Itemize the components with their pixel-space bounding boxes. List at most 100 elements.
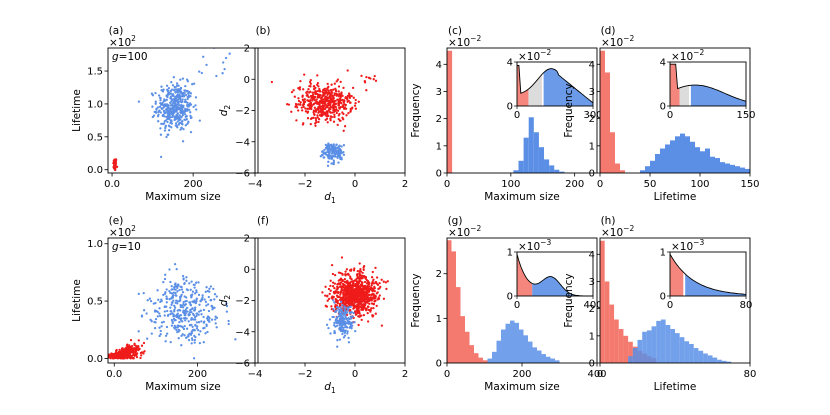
- point-blue: [213, 293, 217, 296]
- inset-y-tick-label: 0: [660, 292, 666, 303]
- point-blue: [182, 317, 186, 320]
- point-blue: [195, 298, 198, 301]
- y-tick-label: −6: [235, 169, 250, 180]
- point-red: [312, 116, 315, 119]
- point-red: [367, 308, 370, 312]
- axis-multiplier: ×10−2: [601, 34, 634, 49]
- point-red: [349, 290, 352, 293]
- point-blue: [342, 312, 346, 316]
- series-red: [270, 69, 378, 132]
- point-red: [347, 95, 351, 98]
- point-red: [380, 324, 384, 327]
- point-red: [318, 89, 321, 92]
- point-blue: [188, 301, 191, 304]
- point-red: [340, 102, 343, 105]
- bar-blue: [690, 141, 695, 173]
- point-blue: [186, 306, 189, 310]
- point-blue: [343, 320, 347, 323]
- point-blue: [170, 310, 173, 313]
- bar-blue: [513, 170, 519, 173]
- point-blue: [195, 321, 199, 324]
- bar-blue: [501, 329, 506, 363]
- point-red: [359, 291, 362, 294]
- point-red: [333, 110, 336, 113]
- point-blue: [169, 306, 172, 309]
- point-red: [302, 99, 305, 102]
- point-blue: [140, 314, 144, 317]
- bar-red: [628, 341, 633, 363]
- bar-red: [451, 251, 456, 363]
- point-red: [357, 303, 360, 307]
- point-blue: [204, 332, 207, 335]
- point-red: [112, 159, 115, 163]
- histogram-d: [600, 50, 750, 173]
- point-blue: [162, 122, 165, 125]
- point-red: [140, 354, 143, 357]
- point-blue: [174, 108, 177, 111]
- point-red: [365, 89, 368, 92]
- point-blue: [160, 107, 163, 110]
- point-blue: [189, 92, 193, 95]
- point-red: [337, 101, 341, 105]
- bar-blue: [496, 340, 501, 363]
- bar-red: [614, 319, 619, 363]
- point-blue: [182, 278, 185, 281]
- point-red: [375, 276, 379, 279]
- point-red: [316, 89, 320, 93]
- point-red: [328, 101, 331, 104]
- point-blue: [336, 339, 339, 342]
- point-red: [303, 73, 306, 76]
- point-blue: [199, 300, 202, 303]
- point-blue: [331, 156, 334, 159]
- bar-blue: [660, 319, 666, 363]
- point-blue: [332, 307, 335, 311]
- point-blue: [178, 94, 181, 97]
- x-tick-label: 0.0: [106, 369, 122, 380]
- point-red: [358, 272, 361, 275]
- point-blue: [184, 115, 187, 119]
- point-red: [299, 103, 302, 106]
- panel-a: g=100 0.0 200 0.0 0.5 1.0 1.5 (a)×102 Maximum si…: [71, 25, 259, 203]
- point-blue: [333, 321, 336, 325]
- bar-red: [447, 240, 452, 363]
- point-red: [377, 296, 380, 299]
- point-red: [308, 107, 311, 111]
- point-red: [350, 301, 353, 304]
- point-red: [385, 287, 388, 291]
- bar-blue: [523, 335, 528, 363]
- point-blue: [174, 291, 177, 295]
- point-blue: [155, 108, 158, 111]
- point-blue: [222, 61, 225, 64]
- point-red: [135, 352, 138, 356]
- point-blue: [180, 120, 184, 123]
- point-blue: [347, 322, 351, 326]
- point-red: [301, 95, 304, 98]
- y-tick-label: 2: [589, 114, 595, 125]
- point-blue: [346, 319, 349, 322]
- bar-blue: [726, 361, 732, 363]
- point-red: [124, 352, 127, 355]
- plot-frame-c: [446, 47, 598, 174]
- point-blue: [194, 324, 197, 327]
- point-red: [329, 289, 332, 292]
- point-red: [341, 285, 345, 288]
- point-red: [359, 270, 363, 273]
- y-tick-label: 2: [589, 304, 595, 315]
- point-red: [338, 112, 341, 116]
- point-red: [290, 110, 293, 113]
- inset-multiplier: ×10−2: [671, 48, 704, 63]
- point-red: [314, 95, 317, 99]
- point-red: [325, 305, 329, 308]
- point-blue: [187, 92, 190, 95]
- point-blue: [137, 330, 140, 333]
- bar-red: [447, 50, 453, 173]
- point-red: [313, 113, 316, 116]
- point-blue: [225, 310, 229, 313]
- inset-x-tick-label: 0: [514, 300, 520, 311]
- point-blue: [348, 326, 351, 329]
- point-blue: [202, 55, 205, 58]
- point-blue: [200, 320, 203, 323]
- point-red: [347, 92, 351, 95]
- bar-blue: [541, 354, 546, 363]
